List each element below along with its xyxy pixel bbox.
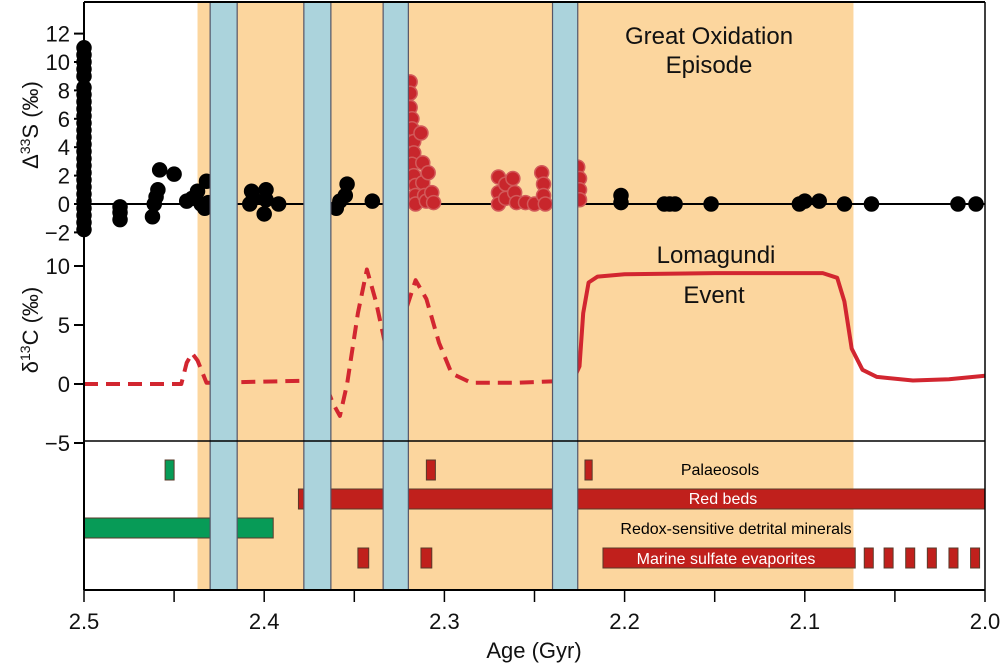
y-tick-label: 0 [58,192,70,217]
goe-label-line2: Episode [666,52,753,79]
y-tick-label: 8 [58,78,70,103]
d13c-dashed-curve [84,267,575,418]
glaciation-band [382,1,409,591]
row-label-redox: Redox-sensitive detrital minerals [620,521,851,538]
y-tick-label: −2 [45,220,70,245]
glaciation-band [303,1,332,591]
black-data-point [950,196,966,212]
y-tick-label: 12 [46,22,70,47]
range-bar [970,547,981,569]
glaciation-band [551,1,579,591]
glaciation-bands [209,1,579,591]
range-bar [926,547,937,569]
range-bar [584,459,593,481]
black-data-point [245,190,262,207]
y-tick-label: 2 [58,164,70,189]
black-data-point [270,196,287,212]
range-bar [164,459,175,481]
black-data-point [144,209,161,225]
row-label-marine-sulfate: Marine sulfate evaporites [637,551,816,568]
range-bar [602,547,856,569]
black-data-point [364,193,381,209]
black-data-point [797,193,813,209]
range-bar [83,517,274,539]
black-data-point [968,196,984,212]
red-data-point [413,125,429,141]
black-data-point [151,162,168,178]
range-bar [420,547,433,569]
axes: 12 10 8 6 4 2 0 −2 10 5 0 −5 2.5 2.4 2.3 2.2 2.1 2.0 [45,1,1000,634]
y-tick-label: 5 [58,313,70,338]
y-tick-label: 0 [58,372,70,397]
red-data-point [505,170,521,187]
range-bar [905,547,916,569]
black-data-point [112,199,128,215]
goe-label-line1: Great Oxidation [625,23,793,50]
range-bar [306,488,986,510]
y-tick-label: 10 [46,50,70,75]
y-tick-label: 4 [58,135,70,160]
data-layer [76,40,986,569]
black-data-point [166,166,182,182]
black-data-point [256,206,272,222]
x-axis-label: Age (Gyr) [486,638,581,663]
lomagundi-label-line2: Event [683,282,745,309]
y-tick-label: −5 [45,431,70,456]
black-data-point [703,196,719,212]
d13c-solid-curve [572,271,986,383]
black-data-point [836,196,853,212]
range-bar [883,547,894,569]
x-tick-label: 2.5 [69,609,100,634]
glaciation-band [209,1,238,591]
red-data-point [537,196,554,212]
y-axis-label-d33s: Δ33S (‰) [17,81,43,169]
lomagundi-label-line1: Lomagundi [657,242,776,269]
black-data-point [863,196,880,212]
black-data-point [258,182,274,198]
x-tick-label: 2.2 [609,609,640,634]
x-tick-label: 2.4 [249,609,280,634]
range-bar [357,547,370,569]
range-bar [863,547,874,569]
row-label-red-beds: Red beds [689,491,758,508]
black-data-point [667,196,683,212]
y-axis-label-d13c: δ13C (‰) [17,287,43,373]
black-data-point [613,187,629,204]
x-tick-label: 2.3 [429,609,460,634]
y-tick-label: 10 [46,254,70,279]
black-data-point [150,182,166,198]
range-bar [948,547,959,569]
row-label-palaeosols: Palaeosols [681,462,759,479]
black-data-point [339,176,355,192]
x-tick-label: 2.0 [970,609,1000,634]
y-tick-label: 6 [58,107,70,132]
range-bar [425,459,436,481]
red-data-point [420,165,436,181]
x-tick-label: 2.1 [790,609,821,634]
black-data-point [811,193,827,209]
red-data-point [425,194,442,211]
